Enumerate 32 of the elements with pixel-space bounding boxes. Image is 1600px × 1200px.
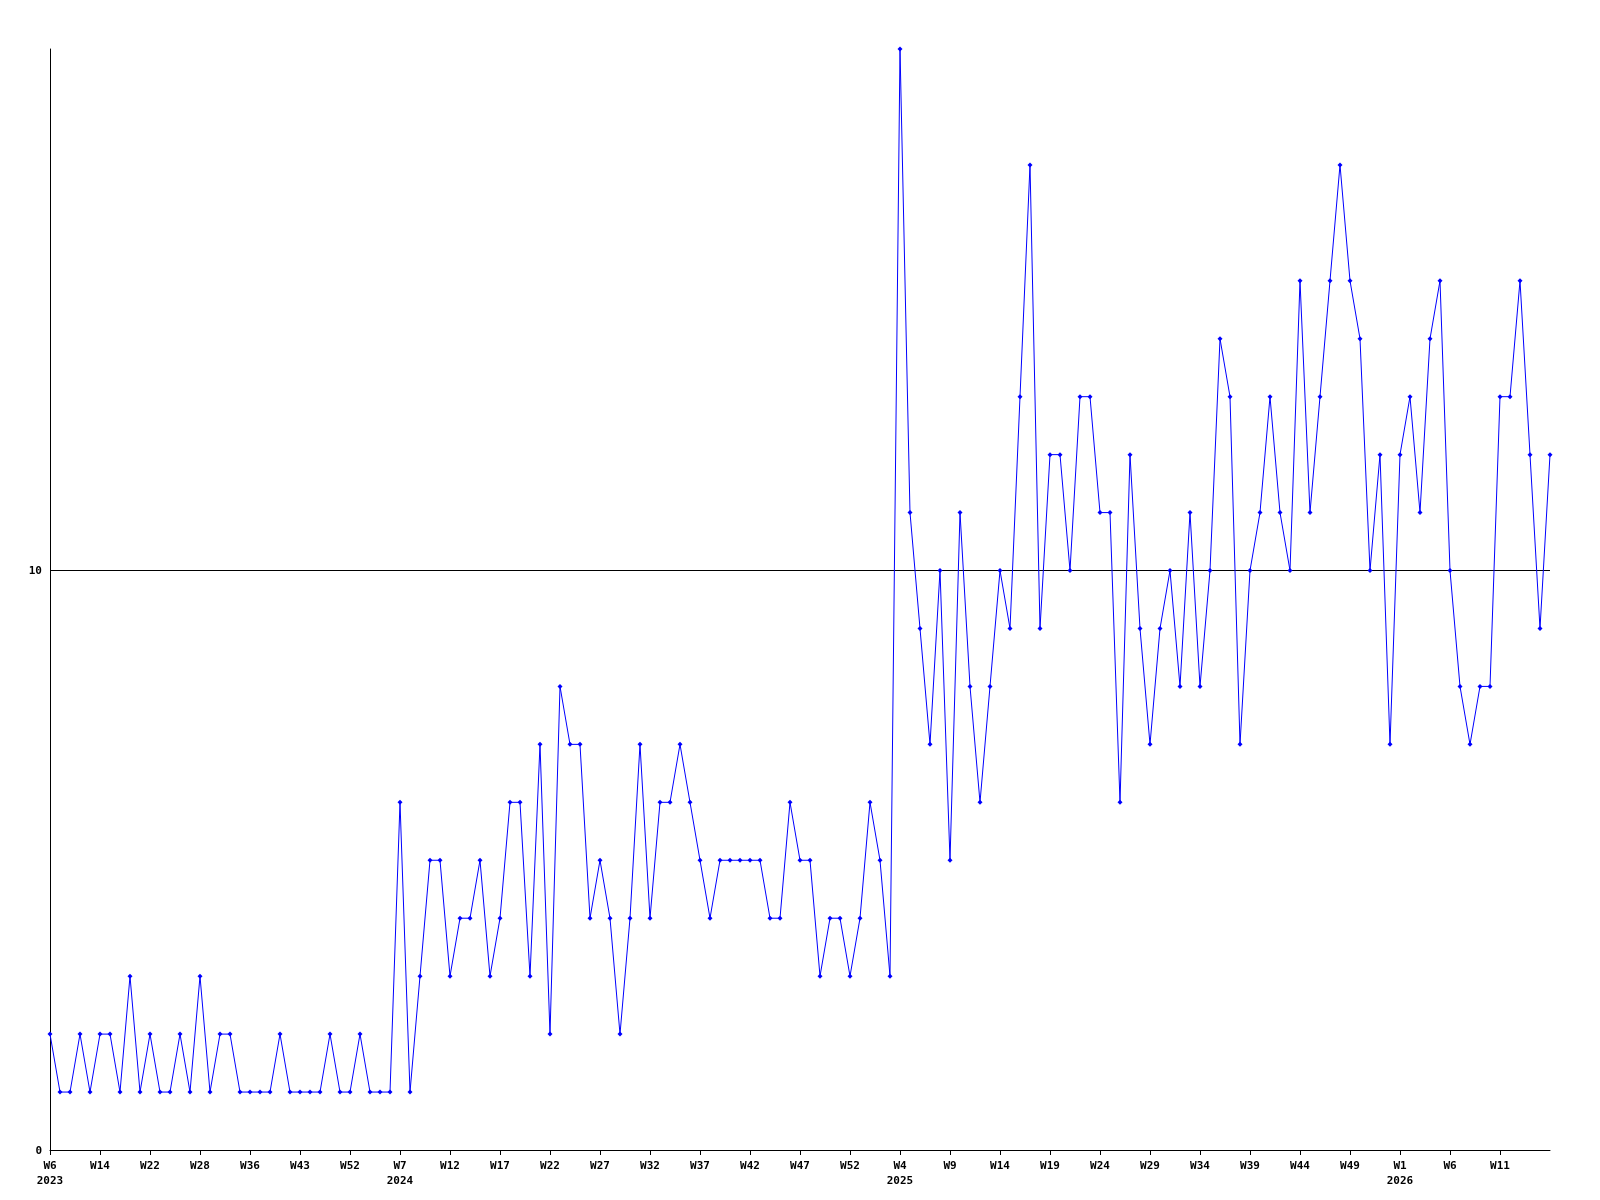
x-tick-label: W36 [240, 1159, 261, 1172]
x-tick-label: W14 [90, 1159, 111, 1172]
x-tick-label: W28 [190, 1159, 210, 1172]
x-tick-label: W52 [840, 1159, 860, 1172]
x-tick-label: W17 [490, 1159, 510, 1172]
x-tick-label: W12 [440, 1159, 460, 1172]
x-tick-label: W49 [1340, 1159, 1360, 1172]
x-tick-label: W32 [640, 1159, 660, 1172]
x-tick-label: W7 2024 [386, 1159, 414, 1187]
x-tick-label: W6 2023 [36, 1159, 64, 1187]
x-tick-label: W43 [290, 1159, 310, 1172]
x-tick-label: W39 [1240, 1159, 1260, 1172]
x-tick-label: W19 [1040, 1159, 1060, 1172]
x-tick-label: W1 2026 [1386, 1159, 1414, 1187]
x-tick-label: W24 [1090, 1159, 1111, 1172]
x-tick-label: W37 [690, 1159, 710, 1172]
x-tick-label: W42 [740, 1159, 760, 1172]
x-tick-label: W4 2025 [886, 1159, 914, 1187]
x-tick-label: W9 [943, 1159, 957, 1172]
x-tick-label: W22 [140, 1159, 160, 1172]
x-tick-label: W6 [1443, 1159, 1457, 1172]
x-tick-label: W11 [1490, 1159, 1511, 1172]
x-tick-label: W14 [990, 1159, 1011, 1172]
x-tick-label: W52 [340, 1159, 360, 1172]
x-tick-label: W22 [540, 1159, 560, 1172]
x-tick-label: W44 [1290, 1159, 1311, 1172]
y-tick-label: 0 [35, 1143, 42, 1157]
x-tick-label: W29 [1140, 1159, 1160, 1172]
x-tick-label: W27 [590, 1159, 610, 1172]
x-tick-label: W47 [790, 1159, 810, 1172]
y-tick-label: 10 [28, 564, 42, 578]
x-tick-label: W34 [1190, 1159, 1211, 1172]
